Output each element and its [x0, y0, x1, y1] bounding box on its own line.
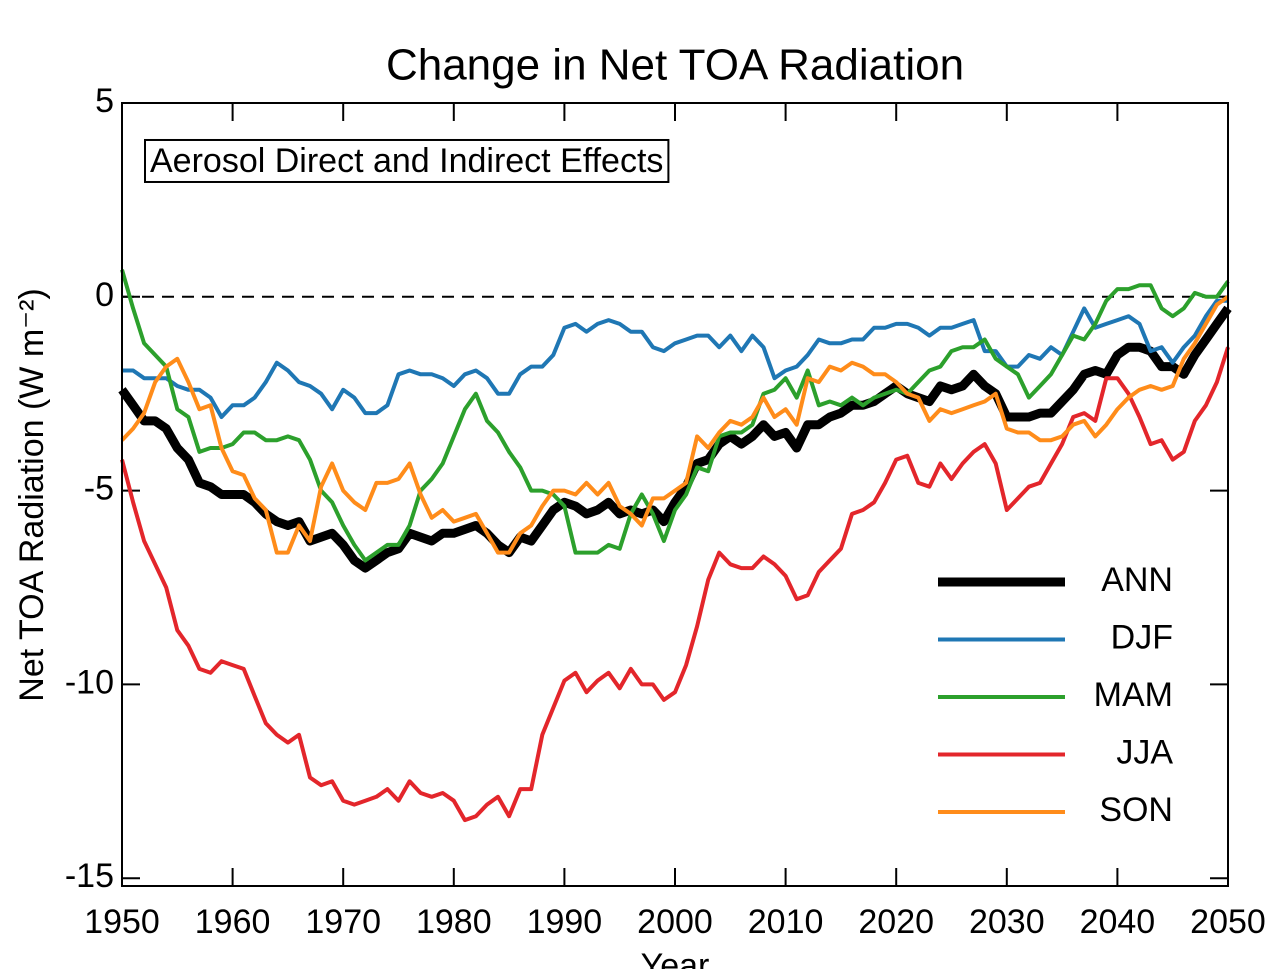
plot-frame: [121, 102, 1229, 887]
y-tick-label: -15: [65, 857, 114, 895]
series-line: [122, 298, 1228, 419]
legend-label: JJA: [1116, 733, 1173, 771]
legend-label: SON: [1099, 791, 1173, 829]
series-line: [120, 269, 1230, 563]
legend-label: MAM: [1094, 676, 1173, 714]
y-axis-label: Net TOA Radiation (W m⁻²): [13, 288, 51, 701]
x-tick-label: 2020: [858, 903, 934, 941]
series-line: [120, 346, 1230, 823]
chart-title: Change in Net TOA Radiation: [386, 41, 964, 90]
x-axis-label: Year: [641, 947, 710, 969]
x-tick-label: 1960: [195, 903, 271, 941]
y-tick-label: 0: [95, 276, 114, 314]
x-tick-label: 2030: [969, 903, 1045, 941]
legend-label: DJF: [1111, 618, 1173, 656]
y-tick-label: -5: [84, 470, 114, 508]
y-tick-label: -10: [65, 663, 114, 701]
x-tick-label: 2000: [637, 903, 713, 941]
x-tick-label: 2050: [1190, 903, 1266, 941]
x-tick-label: 1990: [527, 903, 603, 941]
legend-label: ANN: [1101, 561, 1173, 599]
annotation-box: [144, 138, 670, 183]
series-line: [120, 295, 1230, 555]
annotation: Aerosol Direct and Indirect Effects: [150, 142, 663, 180]
x-tick-label: 2010: [748, 903, 824, 941]
x-tick-label: 1980: [416, 903, 492, 941]
x-tick-label: 2040: [1080, 903, 1156, 941]
x-tick-label: 1970: [305, 903, 381, 941]
x-tick-label: 1950: [84, 903, 160, 941]
y-tick-label: 5: [95, 82, 114, 120]
